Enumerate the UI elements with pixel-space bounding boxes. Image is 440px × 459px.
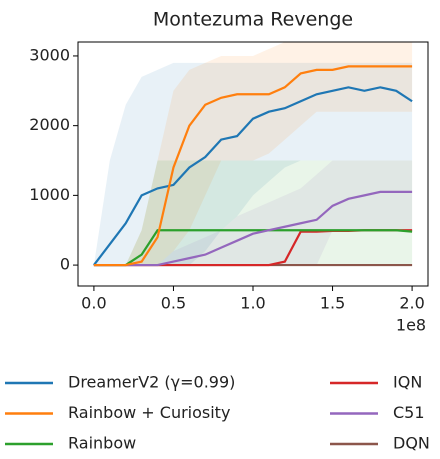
- band: [93, 160, 413, 266]
- band: [93, 62, 413, 266]
- x-tick-label: 2.0: [399, 294, 424, 313]
- legend-label: DreamerV2 (γ=0.99): [68, 373, 235, 392]
- x-tick-label: 1.5: [320, 294, 345, 313]
- y-tick-label: 2000: [29, 115, 70, 134]
- y-tick-label: 3000: [29, 45, 70, 64]
- legend-label: Rainbow + Curiosity: [68, 403, 230, 422]
- series-line: [93, 65, 413, 267]
- legend-label: C51: [393, 403, 425, 422]
- x-tick-label: 0.5: [161, 294, 186, 313]
- series-line: [93, 190, 413, 267]
- band: [93, 160, 413, 266]
- y-tick-label: 0: [60, 255, 70, 274]
- legend-label: Rainbow: [68, 434, 136, 453]
- y-tick-label: 1000: [29, 185, 70, 204]
- legend-label: IQN: [393, 373, 422, 392]
- legend-label: DQN: [393, 434, 430, 453]
- band: [93, 42, 413, 266]
- chart-title: Montezuma Revenge: [153, 9, 353, 31]
- x-tick-label: 0.0: [81, 294, 106, 313]
- series-line: [93, 86, 413, 266]
- x-tick-label: 1.0: [240, 294, 265, 313]
- series-line: [93, 229, 413, 267]
- x-offset-label: 1e8: [396, 316, 426, 335]
